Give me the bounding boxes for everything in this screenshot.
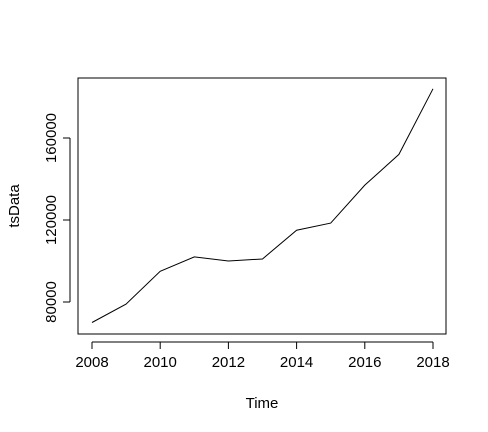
x-tick-label: 2012: [212, 354, 245, 371]
plot-frame: [77, 77, 447, 335]
x-axis: 2008 2010 2012 2014 2016 2018: [75, 341, 450, 371]
x-axis-title: Time: [246, 395, 279, 412]
y-axis: 80000 120000 160000: [43, 113, 71, 323]
x-tick-label: 2014: [280, 354, 313, 371]
series-layer: [91, 88, 434, 323]
y-tick-label: 160000: [43, 113, 60, 163]
x-tick-label: 2008: [75, 354, 108, 371]
y-tick-label: 120000: [43, 195, 60, 245]
y-axis-title: tsData: [6, 184, 23, 228]
series-line: [91, 88, 434, 323]
x-tick-label: 2010: [144, 354, 177, 371]
x-tick-label: 2018: [416, 354, 449, 371]
y-tick-label: 80000: [43, 281, 60, 323]
x-tick-label: 2016: [348, 354, 381, 371]
